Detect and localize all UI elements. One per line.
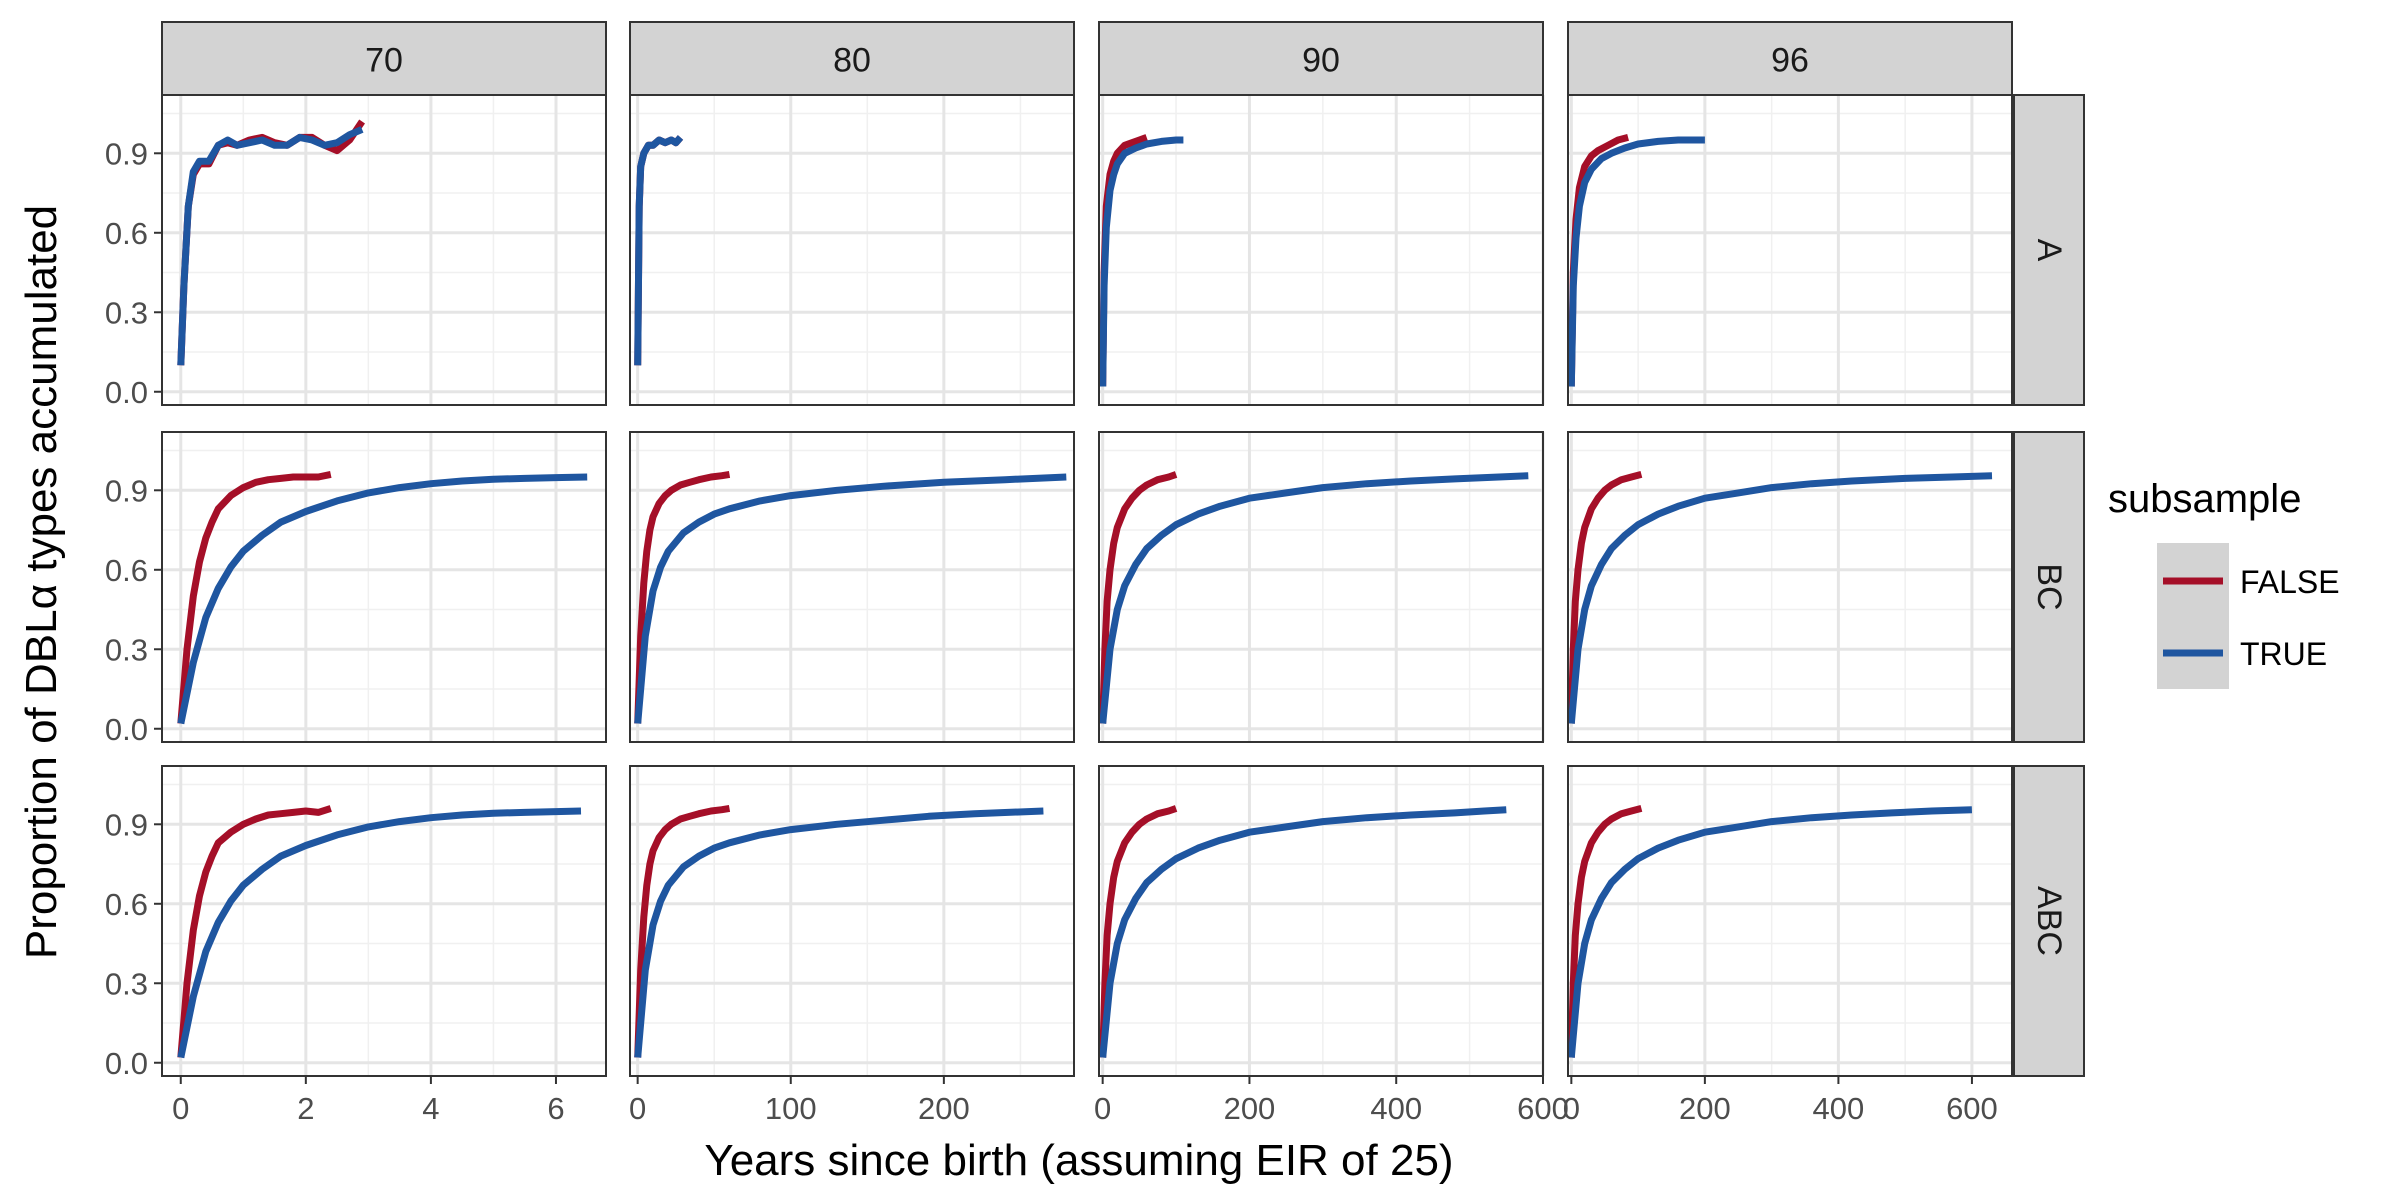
y-axis-title: Proportion of DBLα types accumulated [17, 205, 66, 959]
x-tick-label: 200 [918, 1091, 970, 1126]
series-line-true [177, 807, 582, 1059]
panel-border [1567, 94, 2013, 406]
y-tick-label: 0.3 [105, 295, 148, 330]
panel-border [629, 94, 1075, 406]
x-tick-label: 0 [1094, 1091, 1111, 1126]
facet-panel: 0.0 0.3 0.6 0.9 0 2 4 6 [105, 765, 607, 1126]
x-tick-label: 200 [1224, 1091, 1276, 1126]
series-line-false [1099, 471, 1178, 724]
panel-border [1098, 94, 1544, 406]
panel-background [630, 766, 1074, 1076]
facet-panel: 0 200 400 600 [1563, 765, 2013, 1126]
panels-layer: 70 80 90 96ABCABC0.00.30.60.90.00.30.60.90.… [105, 21, 2085, 1126]
facet-strip-col [629, 21, 1075, 96]
panel-background [162, 432, 606, 742]
series-line-true [1567, 806, 1973, 1058]
x-tick-label: 0 [629, 1091, 646, 1126]
panel-border [1098, 765, 1544, 1077]
panel-border [161, 94, 607, 406]
series-line-true [1099, 806, 1507, 1058]
facet-strip-col [161, 21, 607, 96]
facet-strip-col-label: 96 [1771, 42, 1809, 80]
panel-background [630, 432, 1074, 742]
legend: subsample FALSE TRUE [2108, 477, 2340, 689]
series-line-true [1567, 472, 1993, 724]
x-tick-label: 200 [1679, 1091, 1731, 1126]
facet-panel [629, 431, 1075, 743]
series-line-true [177, 126, 364, 366]
series-line-true [1099, 472, 1529, 724]
y-tick-label: 0.3 [105, 966, 148, 1001]
y-tick-label: 0.0 [105, 712, 148, 747]
facet-strip-row [2013, 431, 2085, 743]
series-line-true [177, 473, 588, 725]
x-tick-label: 400 [1813, 1091, 1865, 1126]
y-tick-label: 0.6 [105, 216, 148, 251]
series-line-false [1567, 805, 1643, 1058]
series-line-false [177, 470, 332, 724]
legend-key-background [2157, 543, 2229, 689]
panel-border [629, 765, 1075, 1077]
facet-strip-row [2013, 94, 2085, 406]
facet-strip-row [2013, 765, 2085, 1077]
series-line-true [634, 807, 1044, 1058]
series-line-true [634, 473, 1067, 724]
facet-panel [1098, 431, 1545, 743]
facet-panel: 0 200 400 600 [1094, 765, 1569, 1126]
facet-strip-col-label: 80 [833, 42, 871, 80]
x-tick-label: 400 [1370, 1091, 1422, 1126]
facet-strip-row-label: ABC [2030, 886, 2068, 956]
series-line-true [1099, 136, 1184, 387]
y-tick-label: 0.9 [105, 807, 148, 842]
panel-border [1098, 431, 1544, 743]
y-tick-label: 0.3 [105, 632, 148, 667]
legend-items: FALSE TRUE [2157, 543, 2340, 689]
series-line-false [1567, 471, 1643, 724]
facet-panel: 0.0 0.3 0.6 0.9 [105, 431, 607, 747]
facet-strip-col-label: 70 [365, 42, 403, 80]
panel-border [1567, 765, 2013, 1077]
series-line-true [1567, 136, 1705, 387]
facet-panel [629, 94, 1075, 406]
series-line-false [1099, 805, 1178, 1058]
series-line-true [634, 135, 684, 366]
facet-strip-row-label: A [2030, 239, 2068, 262]
series-line-false [634, 804, 731, 1058]
facet-strip-col [1567, 21, 2013, 96]
y-tick-label: 0.0 [105, 1046, 148, 1081]
panel-border [161, 765, 607, 1077]
panel-background [162, 766, 606, 1076]
y-tick-label: 0.6 [105, 887, 148, 922]
panel-border [161, 431, 607, 743]
facet-panel: 0.0 0.3 0.6 0.9 [105, 94, 607, 410]
x-tick-label: 6 [547, 1091, 564, 1126]
facet-panel [1567, 431, 2013, 743]
y-tick-label: 0.0 [105, 375, 148, 410]
facet-strip-row-label: BC [2030, 563, 2068, 610]
series-line-false [177, 805, 332, 1058]
legend-label-false: FALSE [2240, 564, 2340, 600]
x-tick-label: 2 [297, 1091, 314, 1126]
facet-panel: 0 100 200 [629, 765, 1075, 1126]
x-tick-label: 100 [765, 1091, 817, 1126]
x-tick-label: 0 [172, 1091, 189, 1126]
y-tick-label: 0.9 [105, 136, 148, 171]
x-axis-title: Years since birth (assuming EIR of 25) [704, 1136, 1453, 1185]
x-tick-label: 600 [1946, 1091, 1998, 1126]
legend-label-true: TRUE [2240, 636, 2327, 672]
x-tick-label: 600 [1517, 1091, 1569, 1126]
series-line-false [634, 470, 731, 724]
panel-background [630, 95, 1074, 405]
facet-panel [1567, 94, 2013, 406]
legend-title: subsample [2108, 477, 2301, 521]
facet-panel [1098, 94, 1545, 406]
panel-border [1567, 431, 2013, 743]
x-tick-label: 4 [422, 1091, 439, 1126]
y-tick-label: 0.6 [105, 553, 148, 588]
y-tick-label: 0.9 [105, 473, 148, 508]
facet-strip-col-label: 90 [1302, 42, 1340, 80]
x-tick-label: 0 [1563, 1091, 1580, 1126]
panel-border [629, 431, 1075, 743]
